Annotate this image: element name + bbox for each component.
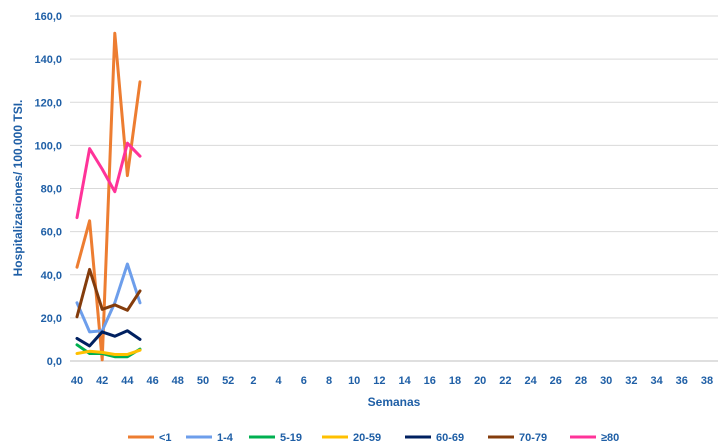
x-tick-label: 38 [701,375,713,387]
x-tick-label: 42 [96,375,108,387]
x-tick-label: 24 [524,375,537,387]
legend-label: <1 [159,432,172,444]
series-line [75,267,142,319]
legend-label: ≥80 [601,432,619,444]
legend-label: 60-69 [436,432,464,444]
y-tick-label: 100,0 [34,140,62,152]
x-tick-label: 18 [449,375,461,387]
x-tick-label: 46 [146,375,158,387]
y-tick-label: 160,0 [34,11,62,23]
x-tick-label: 20 [474,375,486,387]
y-tick-label: 20,0 [41,313,62,325]
x-tick-label: 22 [499,375,511,387]
series-line [75,141,142,220]
y-tick-label: 40,0 [41,270,62,282]
x-axis-title: Semanas [368,395,421,409]
x-tick-label: 48 [172,375,184,387]
x-tick-label: 28 [575,375,587,387]
y-tick-label: 0,0 [47,356,62,368]
x-tick-label: 52 [222,375,234,387]
series-line [75,348,142,356]
x-tick-label: 34 [650,375,663,387]
x-tick-label: 26 [550,375,562,387]
legend-label: 70-79 [519,432,547,444]
x-tick-label: 32 [625,375,637,387]
y-tick-label: 80,0 [41,184,62,196]
x-tick-label: 6 [301,375,307,387]
series-line [75,31,142,362]
series-lines [75,31,142,362]
x-tick-label: 40 [71,375,83,387]
gridlines [70,15,718,362]
y-tick-label: 140,0 [34,54,62,66]
y-axis-title: Hospitalizaciones/ 100.000 TSI. [11,100,25,277]
x-tick-label: 2 [250,375,256,387]
x-tick-label: 10 [348,375,360,387]
x-tick-label: 14 [398,375,411,387]
x-tick-label: 4 [276,375,283,387]
legend-label: 20-59 [353,432,381,444]
series-line [75,262,142,334]
x-tick-label: 44 [121,375,134,387]
legend: <1 1-4 5-19 20-59 60-69 70-79 ≥80 [128,432,619,444]
x-tick-label: 8 [326,375,332,387]
y-axis-tick-labels: 0,0 20,0 40,0 60,0 80,0 100,0 120,0 140,0 160,0 [34,11,62,368]
legend-label: 5-19 [280,432,302,444]
y-tick-label: 120,0 [34,97,62,109]
x-tick-label: 50 [197,375,209,387]
x-tick-label: 30 [600,375,612,387]
x-tick-label: 12 [373,375,385,387]
legend-label: 1-4 [217,432,234,444]
x-tick-label: 36 [676,375,688,387]
series-line [75,329,142,348]
y-tick-label: 60,0 [41,227,62,239]
x-axis-tick-labels: 40 42 44 46 48 50 52 2 4 6 8 10 12 14 16 18 20 22 24 26 28 30… [71,375,713,387]
x-tick-label: 16 [424,375,436,387]
